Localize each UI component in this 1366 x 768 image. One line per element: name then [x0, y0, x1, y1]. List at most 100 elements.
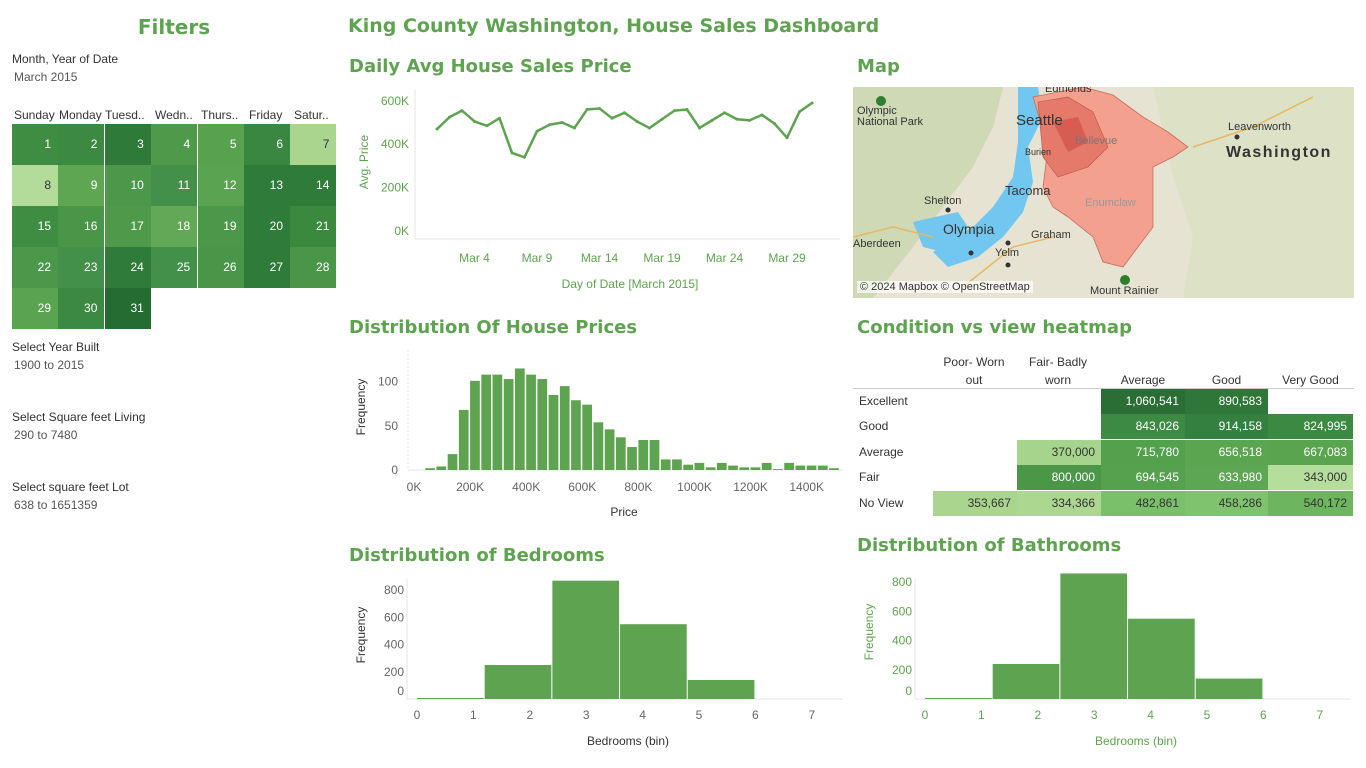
line-point[interactable] — [573, 126, 576, 130]
calendar-day-24[interactable]: 24 — [104, 247, 151, 288]
calendar-day-9[interactable]: 9 — [58, 165, 105, 206]
heatmap-cell[interactable]: 800,000 — [1017, 465, 1101, 491]
hist-bar[interactable] — [705, 467, 716, 470]
line-point[interactable] — [498, 116, 501, 120]
map-view[interactable]: Edmonds Olympic National Park Seattle Be… — [853, 87, 1354, 298]
line-point[interactable] — [785, 136, 789, 140]
heatmap-cell[interactable]: 824,995 — [1268, 414, 1353, 440]
bed-bar[interactable] — [552, 580, 620, 699]
calendar-day-3[interactable]: 3 — [104, 124, 151, 165]
line-point[interactable] — [435, 127, 439, 131]
calendar-day-8[interactable]: 8 — [12, 165, 58, 206]
hist-bar[interactable] — [436, 466, 447, 470]
hist-bar[interactable] — [559, 386, 570, 470]
bath-bar[interactable] — [925, 698, 992, 699]
hist-bar[interactable] — [548, 394, 559, 470]
line-point[interactable] — [448, 115, 451, 119]
hist-bar[interactable] — [492, 374, 503, 470]
calendar-day-25[interactable]: 25 — [151, 247, 198, 288]
hist-bar[interactable] — [470, 380, 480, 470]
bath-bar[interactable] — [992, 663, 1060, 699]
calendar-day-22[interactable]: 22 — [12, 247, 58, 288]
calendar-day-12[interactable]: 12 — [197, 165, 244, 206]
line-point[interactable] — [623, 111, 626, 115]
line-point[interactable] — [460, 109, 464, 113]
hist-bar[interactable] — [716, 462, 727, 470]
sqft-lot-filter-value[interactable]: 638 to 1651359 — [14, 498, 98, 512]
calendar-day-7[interactable]: 7 — [290, 124, 337, 165]
hist-bar[interactable] — [750, 467, 761, 470]
calendar-day-30[interactable]: 30 — [58, 288, 105, 329]
line-point[interactable] — [660, 117, 664, 121]
calendar-day-17[interactable]: 17 — [104, 206, 151, 247]
hist-bar[interactable] — [481, 374, 492, 470]
hist-bar[interactable] — [694, 462, 705, 470]
calendar-day-20[interactable]: 20 — [244, 206, 290, 247]
line-point[interactable] — [585, 108, 589, 112]
hist-bar[interactable] — [582, 404, 593, 470]
line-point[interactable] — [635, 119, 639, 123]
line-point[interactable] — [685, 108, 689, 112]
line-point[interactable] — [710, 118, 714, 122]
calendar-day-11[interactable]: 11 — [151, 165, 198, 206]
price-line-series[interactable] — [436, 101, 813, 159]
line-point[interactable] — [673, 109, 676, 113]
bed-bar[interactable] — [484, 665, 552, 699]
hist-bar[interactable] — [817, 465, 828, 470]
line-point[interactable] — [548, 123, 551, 127]
hist-bar[interactable] — [761, 462, 772, 470]
calendar-day-5[interactable]: 5 — [197, 124, 244, 165]
line-point[interactable] — [485, 124, 489, 128]
calendar-day-21[interactable]: 21 — [290, 206, 337, 247]
heatmap-cell[interactable]: 667,083 — [1268, 439, 1353, 465]
calendar-day-29[interactable]: 29 — [12, 288, 58, 329]
calendar-day-31[interactable]: 31 — [104, 288, 151, 329]
calendar-day-4[interactable]: 4 — [151, 124, 198, 165]
hist-bar[interactable] — [672, 459, 682, 470]
line-point[interactable] — [535, 129, 539, 133]
line-point[interactable] — [735, 117, 739, 121]
line-point[interactable] — [723, 111, 726, 115]
month-filter-value[interactable]: March 2015 — [14, 70, 78, 84]
hist-bar[interactable] — [773, 469, 783, 470]
heatmap-cell[interactable]: 458,286 — [1185, 490, 1268, 516]
hist-bar[interactable] — [425, 468, 435, 470]
line-point[interactable] — [510, 151, 514, 155]
heatmap-cell[interactable]: 694,545 — [1101, 465, 1185, 491]
line-point[interactable] — [610, 116, 614, 120]
line-point[interactable] — [798, 110, 801, 114]
line-point[interactable] — [748, 118, 751, 122]
hist-bar[interactable] — [728, 465, 738, 470]
hist-bar[interactable] — [571, 400, 581, 470]
calendar-day-27[interactable]: 27 — [244, 247, 290, 288]
hist-bar[interactable] — [593, 422, 604, 470]
bath-bar[interactable] — [1195, 678, 1263, 699]
heatmap-cell[interactable]: 334,366 — [1017, 490, 1101, 516]
hist-bar[interactable] — [795, 465, 806, 470]
line-point[interactable] — [523, 155, 526, 159]
heatmap-cell[interactable]: 353,667 — [933, 490, 1017, 516]
line-point[interactable] — [810, 101, 814, 105]
calendar-day-18[interactable]: 18 — [151, 206, 198, 247]
year-built-filter-value[interactable]: 1900 to 2015 — [14, 358, 85, 372]
line-point[interactable] — [698, 126, 701, 130]
heatmap-cell[interactable]: 633,980 — [1185, 465, 1268, 491]
calendar-day-14[interactable]: 14 — [290, 165, 337, 206]
heatmap-cell[interactable]: 540,172 — [1268, 490, 1353, 516]
hist-bar[interactable] — [649, 439, 660, 470]
line-point[interactable] — [760, 113, 764, 117]
bath-bar[interactable] — [1128, 618, 1195, 699]
hist-bar[interactable] — [458, 409, 469, 470]
heatmap-cell[interactable]: 890,583 — [1185, 389, 1268, 414]
calendar-day-23[interactable]: 23 — [58, 247, 105, 288]
heatmap-cell[interactable]: 343,000 — [1268, 465, 1353, 491]
hist-bar[interactable] — [447, 454, 458, 470]
bed-bar[interactable] — [620, 624, 687, 699]
map-attribution[interactable]: © 2024 Mapbox © OpenStreetMap — [857, 281, 1033, 293]
hist-bar[interactable] — [627, 447, 637, 470]
calendar-day-16[interactable]: 16 — [58, 206, 105, 247]
line-point[interactable] — [773, 122, 776, 126]
calendar-day-15[interactable]: 15 — [12, 206, 58, 247]
hist-bar[interactable] — [739, 467, 750, 470]
heatmap-cell[interactable]: 482,861 — [1101, 490, 1185, 516]
